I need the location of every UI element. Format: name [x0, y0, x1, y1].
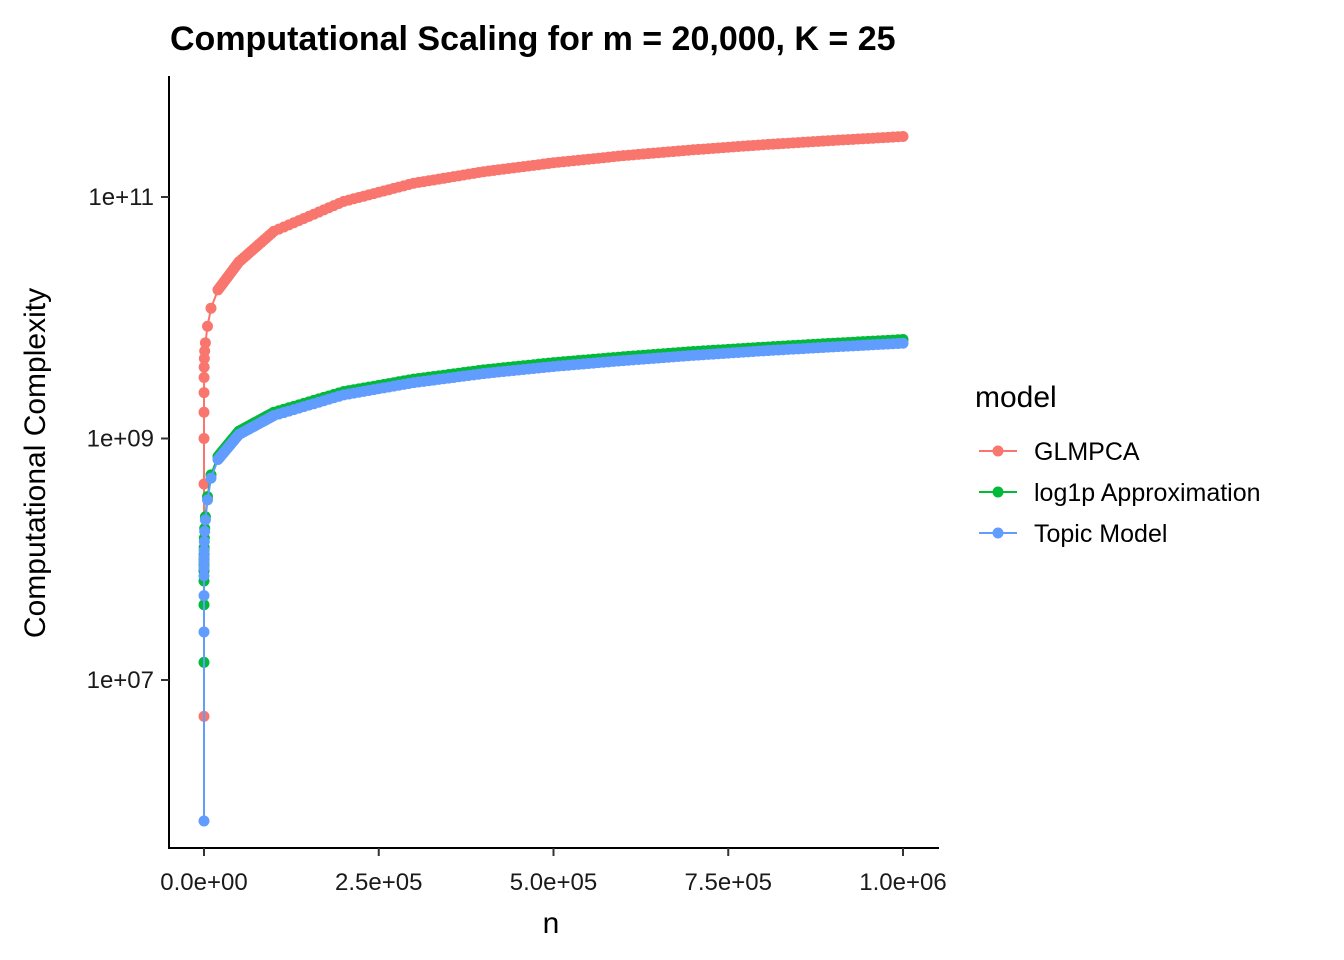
x-tick-label: 2.5e+05	[335, 869, 422, 896]
y-ticks: 1e+07 1e+09 1e+11	[87, 184, 169, 694]
data-point	[198, 536, 210, 548]
legend-label: GLMPCA	[1034, 438, 1140, 466]
data-point	[198, 815, 210, 827]
series-0	[198, 131, 909, 722]
data-point	[202, 320, 213, 332]
data-point	[202, 494, 213, 506]
legend-key-point	[992, 527, 1004, 539]
series-1	[198, 334, 909, 668]
data-point	[198, 372, 210, 383]
data-point	[199, 525, 211, 537]
data-point	[897, 337, 909, 349]
legend-key-point	[992, 486, 1004, 498]
chart-title: Computational Scaling for m = 20,000, K …	[170, 20, 896, 58]
y-tick-label: 1e+07	[87, 667, 154, 694]
legend-label: log1p Approximation	[1034, 479, 1261, 507]
data-point	[198, 590, 210, 602]
data-point	[198, 406, 210, 418]
series-line	[203, 135, 904, 717]
plot-area	[198, 131, 909, 827]
data-point	[205, 302, 217, 314]
x-tick-label: 7.5e+05	[685, 869, 772, 896]
data-point	[199, 337, 211, 349]
legend-items: GLMPCA log1p Approximation Topic Model	[979, 438, 1261, 548]
data-point	[198, 570, 210, 582]
data-point	[199, 345, 211, 357]
x-axis-title: n	[543, 907, 560, 940]
y-axis-title: Computational Complexity	[19, 288, 52, 638]
data-point	[897, 131, 909, 142]
x-tick-label: 0.0e+00	[160, 869, 247, 896]
legend-label: Topic Model	[1034, 520, 1167, 548]
y-tick-label: 1e+11	[88, 184, 154, 211]
legend-title: model	[975, 381, 1057, 414]
series-line	[203, 338, 904, 663]
data-point	[205, 472, 217, 484]
x-ticks: 0.0e+00 2.5e+05 5.0e+05 7.5e+05 1.0e+06	[160, 848, 947, 896]
data-point	[199, 514, 211, 526]
data-point	[198, 626, 210, 638]
data-point	[198, 545, 210, 557]
series-line	[203, 342, 904, 821]
x-tick-label: 5.0e+05	[510, 869, 597, 896]
y-tick-label: 1e+09	[87, 426, 154, 453]
x-tick-label: 1.0e+06	[859, 869, 946, 896]
legend-key-point	[992, 445, 1004, 457]
series-2	[198, 337, 909, 827]
data-point	[198, 433, 210, 444]
data-point	[198, 361, 210, 373]
legend: model GLMPCA log1p Approximation Topic Mod…	[975, 381, 1261, 548]
data-point	[198, 387, 210, 399]
